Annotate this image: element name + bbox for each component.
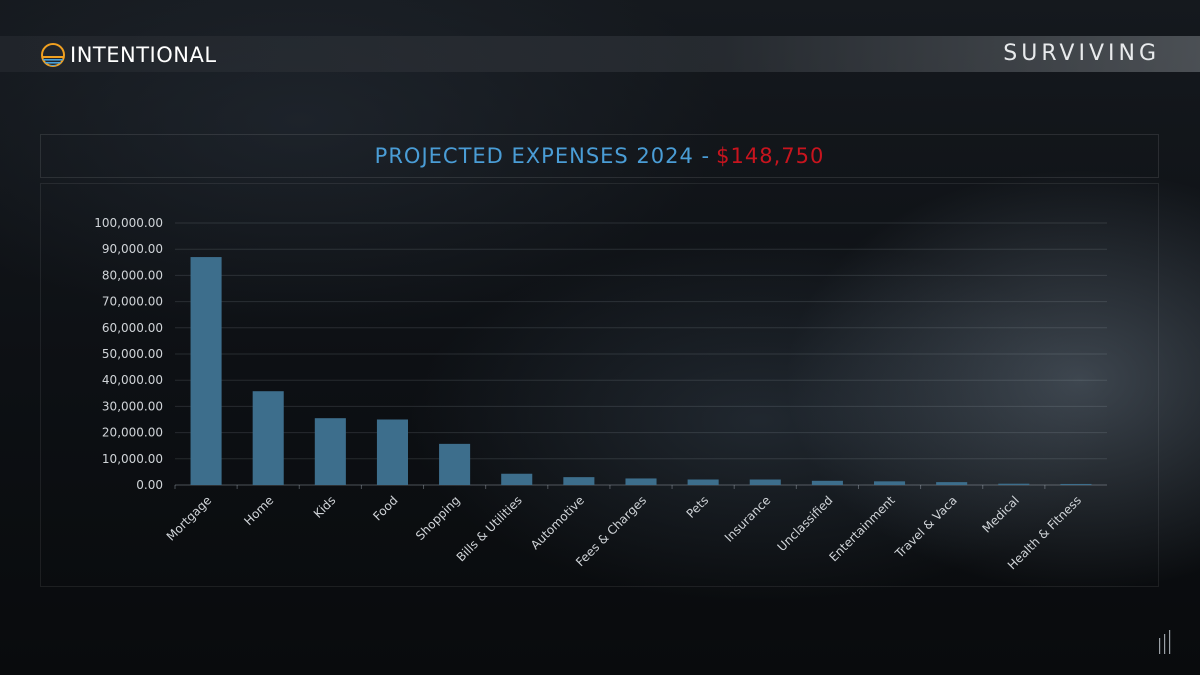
x-tick-label: Automotive <box>528 493 587 552</box>
y-tick-label: 90,000.00 <box>102 242 163 256</box>
bar <box>501 473 533 485</box>
y-tick-label: 100,000.00 <box>94 216 163 230</box>
x-tick-label: Insurance <box>722 493 774 545</box>
y-tick-label: 30,000.00 <box>102 399 163 413</box>
corner-bars-icon <box>1159 630 1171 654</box>
x-tick-label: Food <box>370 493 400 523</box>
x-tick-label: Medical <box>980 493 1022 535</box>
y-tick-label: 40,000.00 <box>102 373 163 387</box>
y-tick-label: 60,000.00 <box>102 321 163 335</box>
y-tick-label: 50,000.00 <box>102 347 163 361</box>
bar <box>998 483 1030 485</box>
x-tick-label: Bills & Utilities <box>454 493 525 564</box>
x-tick-label: Travel & Vaca <box>892 493 960 561</box>
brand-name: INTENTIONAL <box>70 43 217 67</box>
y-tick-label: 0.00 <box>136 478 163 492</box>
y-tick-label: 20,000.00 <box>102 426 163 440</box>
y-tick-label: 80,000.00 <box>102 268 163 282</box>
x-tick-label: Home <box>241 493 276 528</box>
bar <box>625 478 657 485</box>
y-tick-label: 70,000.00 <box>102 295 163 309</box>
sunset-over-water-icon <box>41 43 65 67</box>
bar <box>563 477 595 485</box>
bar <box>874 481 906 485</box>
bar <box>376 419 408 485</box>
brand-logo: INTENTIONAL <box>40 42 217 68</box>
chart-title-amount: $148,750 <box>716 144 825 168</box>
y-tick-label: 10,000.00 <box>102 452 163 466</box>
bar <box>439 443 471 485</box>
chart-title-box: PROJECTED EXPENSES 2024 - $148,750 <box>40 134 1159 178</box>
section-title: SURVIVING <box>1003 41 1160 66</box>
bar <box>1060 483 1092 485</box>
bar <box>811 480 843 485</box>
x-tick-label: Kids <box>311 493 339 521</box>
x-tick-label: Pets <box>684 493 712 521</box>
bar <box>252 391 284 485</box>
x-tick-label: Mortgage <box>164 493 214 543</box>
bar <box>314 418 346 485</box>
bar <box>687 479 719 485</box>
bar <box>936 482 968 485</box>
x-tick-label: Unclassified <box>775 493 836 554</box>
x-tick-label: Entertainment <box>827 493 898 564</box>
header-bar <box>0 36 1200 72</box>
x-tick-label: Shopping <box>413 493 463 543</box>
bar-chart: 0.00 10,000.00 20,000.00 30,000.00 40,000.00… <box>94 216 1107 572</box>
chart-panel: 0.00 10,000.00 20,000.00 30,000.00 40,000.00… <box>40 183 1159 587</box>
bar <box>190 257 222 485</box>
bar <box>749 479 781 485</box>
chart-title: PROJECTED EXPENSES 2024 - <box>374 144 711 168</box>
